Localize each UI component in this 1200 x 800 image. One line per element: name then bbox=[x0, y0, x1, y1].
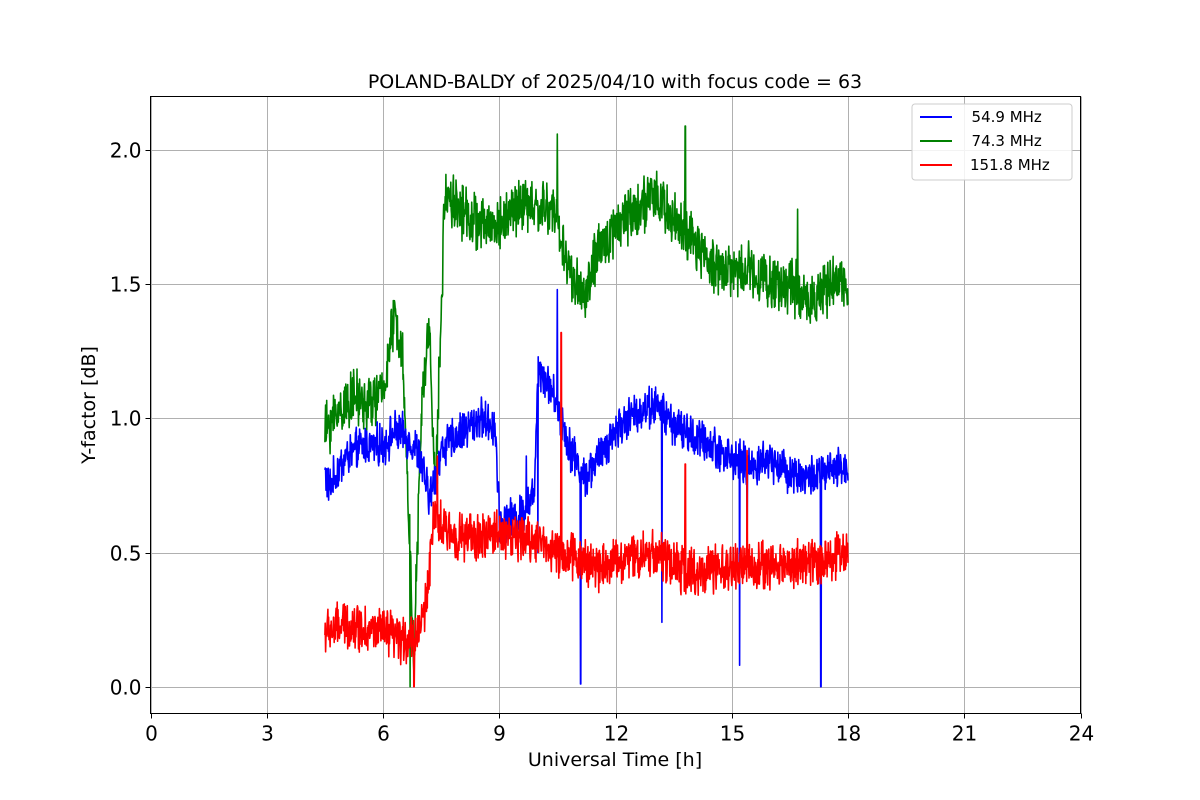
x-tick-label: 15 bbox=[720, 722, 745, 746]
x-tick-label: 24 bbox=[1069, 722, 1094, 746]
legend-label-54-9: 54.9 MHz bbox=[962, 108, 1042, 126]
plot-lines bbox=[324, 125, 849, 688]
legend: 54.9 MHz 74.3 MHz 151.8 MHz bbox=[911, 103, 1073, 181]
y-axis-ticks: 0.0 0.5 1.0 1.5 2.0 bbox=[110, 139, 151, 700]
x-tick-label: 6 bbox=[377, 722, 390, 746]
x-tick-label: 21 bbox=[952, 722, 977, 746]
chart-title: POLAND-BALDY of 2025/04/10 with focus co… bbox=[368, 71, 862, 93]
x-axis-ticks: 0 3 6 9 12 15 18 21 24 bbox=[145, 713, 1094, 746]
x-axis-label: Universal Time [h] bbox=[528, 749, 702, 771]
y-tick-label: 1.0 bbox=[110, 407, 142, 431]
series-line-74-3-mhz bbox=[324, 125, 849, 688]
y-tick-label: 2.0 bbox=[110, 139, 142, 163]
x-tick-label: 9 bbox=[493, 722, 506, 746]
x-tick-label: 12 bbox=[604, 722, 629, 746]
x-tick-label: 0 bbox=[145, 722, 158, 746]
series-line-54-9-mhz bbox=[324, 288, 849, 688]
legend-label-151-8: 151.8 MHz bbox=[970, 156, 1050, 174]
y-tick-label: 0.0 bbox=[110, 676, 142, 700]
y-axis-label: Y-factor [dB] bbox=[78, 346, 100, 465]
x-tick-label: 18 bbox=[836, 722, 861, 746]
plot-frame bbox=[150, 96, 1081, 714]
y-tick-label: 0.5 bbox=[110, 542, 142, 566]
legend-label-74-3: 74.3 MHz bbox=[962, 132, 1042, 150]
x-tick-label: 3 bbox=[261, 722, 274, 746]
legend-box bbox=[911, 103, 1073, 181]
y-tick-label: 1.5 bbox=[110, 273, 142, 297]
series-line-151-8-mhz bbox=[324, 331, 849, 688]
